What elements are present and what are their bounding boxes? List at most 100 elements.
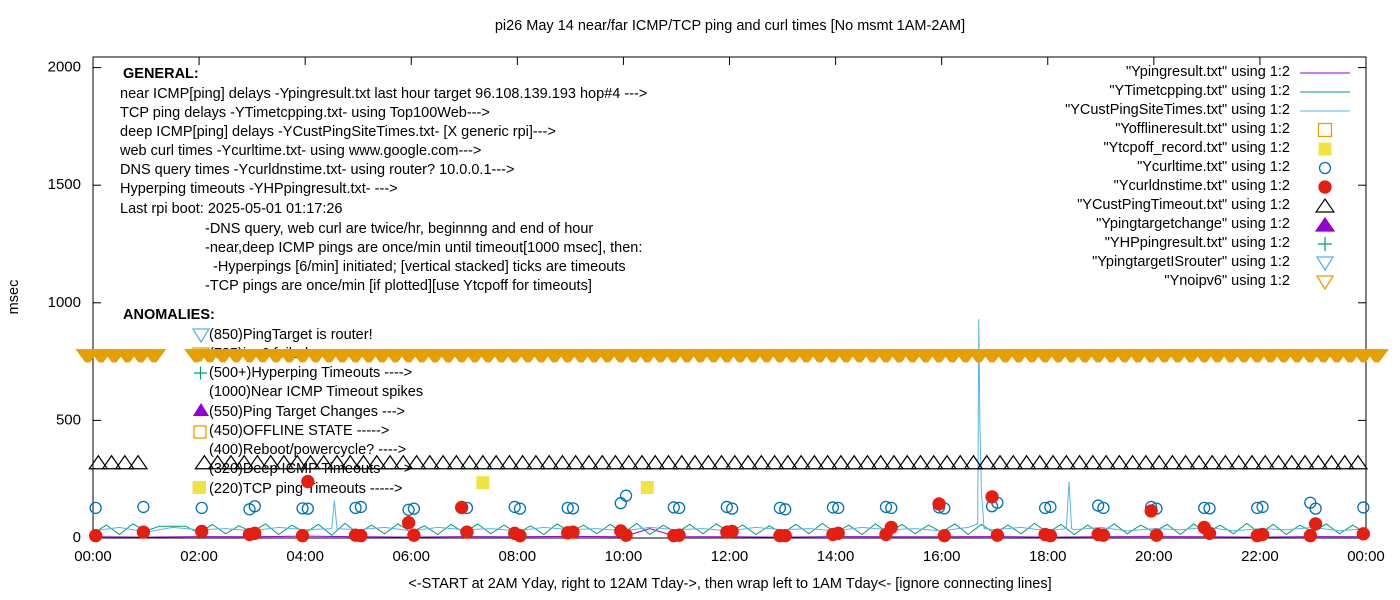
circle-marker: [195, 524, 209, 539]
triangle-marker: [260, 454, 281, 470]
circle-marker: [1357, 501, 1370, 514]
triangle-marker: [1016, 454, 1037, 470]
triangle-marker: [234, 454, 255, 470]
triangle-marker: [1148, 454, 1170, 470]
triangle-marker: [1188, 454, 1210, 470]
triangle-marker: [790, 454, 812, 470]
triangle-marker: [1321, 454, 1342, 470]
legend-swatch: [1314, 197, 1336, 213]
annotation: ANOMALIES:: [123, 307, 215, 323]
triangle-marker: [844, 454, 865, 470]
legend-swatch: [1318, 180, 1332, 194]
legend-swatch: [1315, 256, 1335, 272]
triangle-marker: [1255, 454, 1276, 470]
circle-marker: [985, 490, 999, 504]
triangle-marker: [737, 454, 759, 470]
circle-marker: [1043, 528, 1058, 543]
triangle-marker: [870, 454, 891, 470]
triangle-marker: [684, 454, 706, 470]
circle-marker: [1097, 501, 1110, 515]
circle-marker: [407, 502, 421, 515]
circle-marker: [884, 520, 898, 535]
annotation: deep ICMP[ping] delays -YCustPingSiteTim…: [120, 124, 556, 140]
circle-marker: [1044, 500, 1057, 514]
triangle-marker: [592, 454, 613, 470]
triangle-marker: [1029, 454, 1050, 470]
triangle-marker: [1281, 454, 1302, 470]
circle-marker: [89, 528, 103, 543]
circle-marker: [1144, 504, 1158, 518]
legend-label: "YCustPingTimeout.txt" using 1:2: [1077, 197, 1290, 213]
circle-marker: [296, 502, 309, 515]
y-tick-label: 1000: [48, 294, 81, 311]
circle-marker: [779, 503, 792, 516]
legend-label: "Ypingresult.txt" using 1:2: [1126, 64, 1290, 80]
annotation: Last rpi boot: 2025-05-01 01:17:26: [120, 201, 343, 217]
triangle-marker: [923, 454, 944, 470]
circle-marker: [1256, 500, 1269, 514]
triangle-marker: [618, 454, 639, 470]
triangle-marker: [472, 454, 494, 470]
triangle-marker: [671, 454, 692, 470]
annotation: (850)PingTarget is router!: [209, 327, 373, 343]
triangle-marker: [764, 454, 785, 470]
circle-marker: [726, 502, 739, 515]
triangle-marker: [857, 454, 878, 470]
annotation: TCP ping delays -YTimetcpping.txt- using…: [120, 105, 490, 121]
annotation: Hyperping timeouts -YHPpingresult.txt- -…: [120, 181, 398, 197]
triangle-marker: [446, 454, 467, 470]
triangle-marker: [313, 454, 334, 470]
circle-marker: [137, 500, 150, 514]
down-triangle-marker: [1364, 349, 1389, 363]
triangle-marker: [406, 454, 427, 470]
annotation: DNS query times -Ycurldnstime.txt- using…: [120, 162, 514, 178]
x-tick-label: 22:00: [1241, 548, 1279, 565]
legend-label: "Ytcpoff_record.txt" using 1:2: [1103, 140, 1290, 156]
symbol-router: [191, 328, 211, 344]
x-tick-label: 18:00: [1029, 548, 1067, 565]
triangle-marker: [194, 454, 215, 470]
circle-marker: [1038, 501, 1052, 515]
legend-swatch: [1314, 216, 1336, 232]
circle-marker: [619, 489, 633, 502]
triangle-marker: [897, 454, 918, 470]
y-tick-label: 1500: [48, 176, 81, 193]
triangle-marker: [804, 454, 825, 470]
triangle-marker: [1334, 454, 1355, 470]
triangle-marker: [485, 454, 507, 470]
circle-marker: [619, 528, 633, 542]
triangle-marker: [525, 454, 547, 470]
triangle-marker: [393, 454, 414, 470]
circle-marker: [136, 525, 151, 539]
circle-marker: [937, 528, 951, 543]
triangle-marker: [777, 454, 798, 470]
series-line: [92, 319, 1367, 533]
legend-label: "YHPpingresult.txt" using 1:2: [1105, 235, 1290, 251]
circle-marker: [1202, 526, 1217, 540]
triangle-marker: [101, 454, 122, 470]
circle-marker: [1255, 527, 1270, 542]
triangle-marker: [1069, 454, 1090, 470]
circle-marker: [402, 503, 415, 516]
triangle-marker: [353, 454, 374, 470]
triangle-marker: [711, 454, 732, 470]
annotation: -Hyperpings [6/min] initiated; [vertical…: [213, 259, 626, 275]
x-tick-label: 16:00: [923, 548, 961, 565]
annotation: -TCP pings are once/min [if plotted][use…: [205, 278, 592, 294]
triangle-marker: [552, 454, 573, 470]
x-tick-label: 04:00: [286, 548, 324, 565]
triangle-marker: [605, 454, 626, 470]
triangle-marker: [1347, 454, 1369, 470]
triangle-marker: [1095, 454, 1117, 470]
series-markers: [89, 474, 1370, 543]
triangle-marker: [989, 454, 1011, 470]
circle-marker: [832, 501, 845, 515]
triangle-marker: [1162, 454, 1183, 470]
circle-marker: [725, 524, 739, 539]
triangle-marker: [127, 454, 149, 470]
circle-marker: [720, 500, 733, 514]
triangle-marker: [1122, 454, 1143, 470]
circle-marker: [513, 528, 527, 543]
triangle-marker: [499, 454, 520, 470]
